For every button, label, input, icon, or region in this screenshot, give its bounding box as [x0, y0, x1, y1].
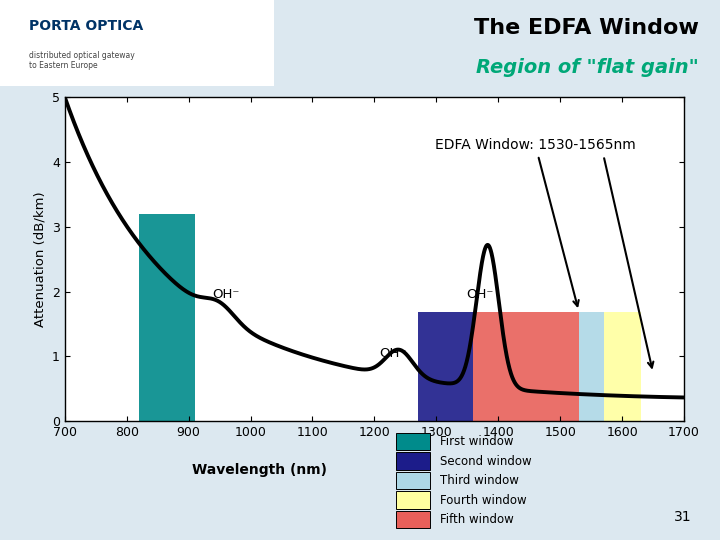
Text: The EDFA Window: The EDFA Window — [474, 18, 698, 38]
Text: First window: First window — [440, 435, 513, 448]
Bar — [139, 214, 195, 421]
Bar — [418, 312, 474, 421]
Text: OH⁻: OH⁻ — [212, 288, 240, 301]
Text: Second window: Second window — [440, 455, 531, 468]
Bar — [603, 312, 641, 421]
Text: Fifth window: Fifth window — [440, 513, 514, 526]
Bar — [396, 491, 430, 509]
Text: Wavelength (nm): Wavelength (nm) — [192, 463, 327, 477]
Bar — [579, 312, 603, 421]
Text: distributed optical gateway
to Eastern Europe: distributed optical gateway to Eastern E… — [29, 51, 135, 70]
Bar — [0, 0, 274, 86]
Bar — [396, 511, 430, 528]
Text: PORTA OPTICA: PORTA OPTICA — [29, 19, 143, 33]
Y-axis label: Attenuation (dB/km): Attenuation (dB/km) — [33, 191, 46, 327]
Bar — [396, 453, 430, 470]
Bar — [474, 312, 579, 421]
Text: Region of "flat gain": Region of "flat gain" — [476, 58, 698, 77]
Bar — [396, 472, 430, 489]
Bar — [396, 433, 430, 450]
Text: EDFA Window: 1530-1565nm: EDFA Window: 1530-1565nm — [435, 138, 636, 306]
Text: OH⁻: OH⁻ — [466, 288, 493, 301]
Text: Third window: Third window — [440, 474, 519, 487]
Text: 31: 31 — [674, 510, 691, 524]
Text: OH⁻: OH⁻ — [379, 347, 407, 360]
Text: Fourth window: Fourth window — [440, 494, 527, 507]
